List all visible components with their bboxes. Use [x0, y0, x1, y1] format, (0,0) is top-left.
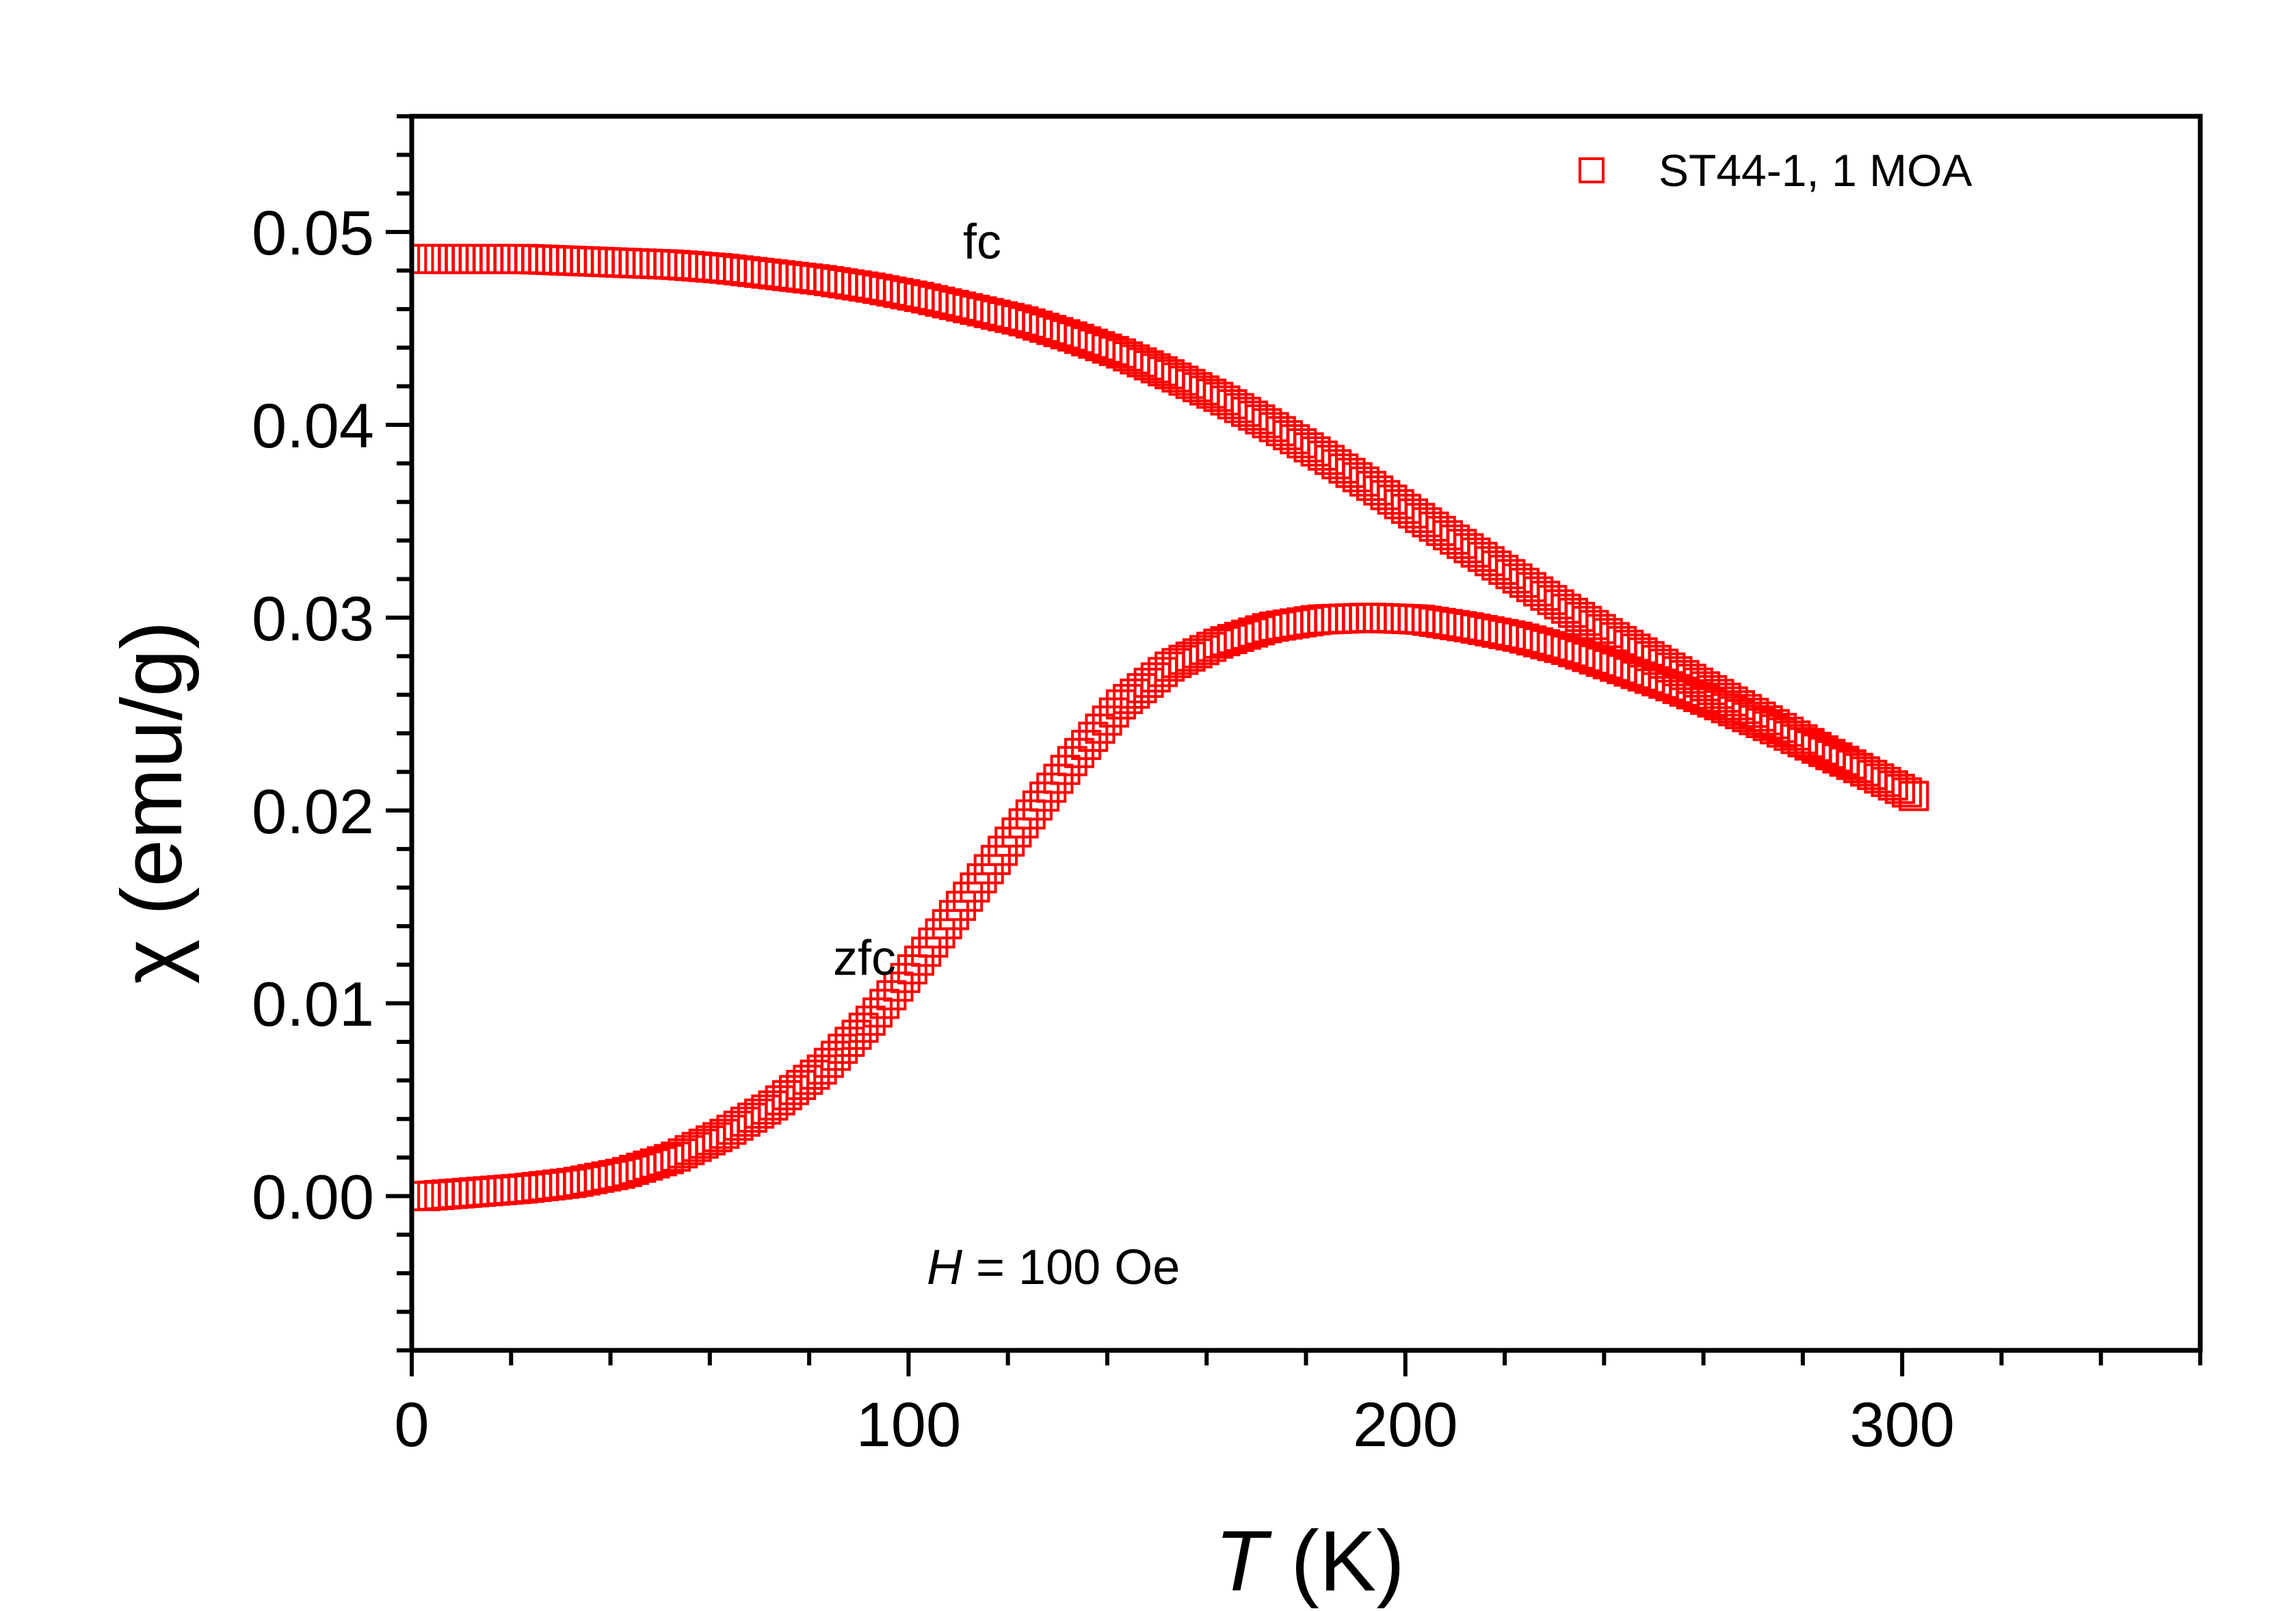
annotation-field: H = 100 Oe — [927, 1240, 1180, 1295]
x-tick-label: 200 — [1353, 1390, 1458, 1460]
axis-ticks: 0 100 200 300 0.00 0.01 0.02 0.03 0.04 0.05 — [252, 114, 2202, 1460]
data-point — [1892, 777, 1923, 808]
y-tick-label: 0.01 — [252, 970, 374, 1040]
annotation-zfc: zfc — [833, 931, 896, 986]
field-value: = 100 Oe — [962, 1240, 1180, 1295]
y-tick-label: 0.02 — [252, 777, 374, 847]
x-axis-variable: T — [1215, 1514, 1272, 1609]
y-tick-label: 0.05 — [252, 198, 374, 268]
data-point — [1899, 781, 1929, 811]
y-tick-label: 0.00 — [252, 1163, 374, 1233]
legend-label: ST44-1, 1 MOA — [1659, 145, 1972, 196]
y-axis-title: χ (emu/g) — [105, 620, 200, 984]
plot-frame — [409, 114, 2203, 1353]
y-tick-label: 0.03 — [252, 584, 374, 654]
x-axis-unit: (K) — [1267, 1514, 1405, 1609]
x-tick-label: 100 — [856, 1390, 962, 1460]
x-tick-label: 0 — [394, 1390, 429, 1460]
y-tick-label: 0.04 — [252, 391, 374, 461]
field-variable: H — [927, 1240, 963, 1295]
legend: ST44-1, 1 MOA — [1579, 145, 1972, 196]
x-axis-title: T (K) — [1215, 1514, 1405, 1609]
annotation-fc: fc — [963, 215, 1001, 270]
legend-marker — [1579, 157, 1605, 183]
data-markers — [410, 244, 1929, 1211]
x-tick-label: 300 — [1849, 1390, 1955, 1460]
series-fc — [410, 244, 1929, 811]
series-zfc — [410, 602, 1929, 1211]
